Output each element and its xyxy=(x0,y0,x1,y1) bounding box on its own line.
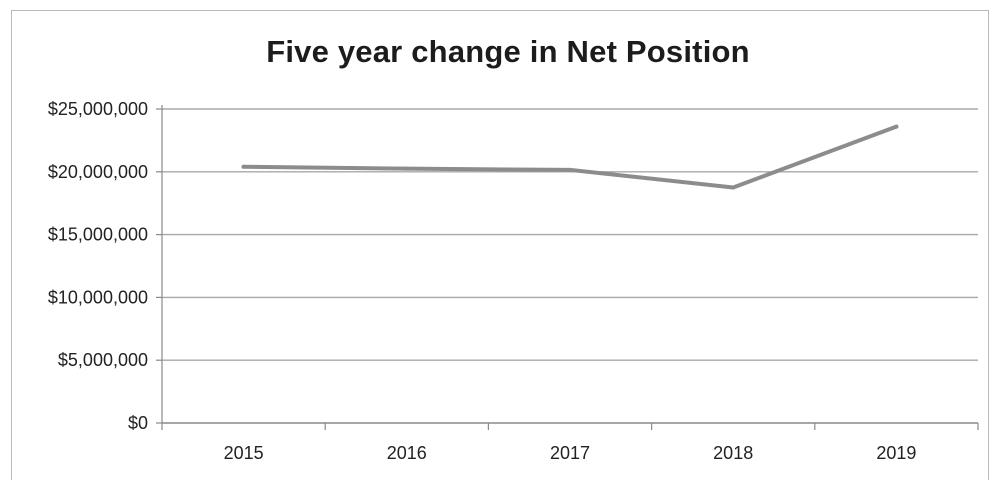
data-point xyxy=(241,164,246,169)
x-tick-label: 2018 xyxy=(713,443,753,463)
y-tick-label: $20,000,000 xyxy=(48,162,148,182)
x-tick-label: 2015 xyxy=(224,443,264,463)
x-tick-label: 2019 xyxy=(876,443,916,463)
series-layer xyxy=(241,124,899,190)
x-tick-label: 2017 xyxy=(550,443,590,463)
y-tick-labels: $0 $5,000,000 $10,000,000 $15,000,000 $20,00… xyxy=(48,99,148,433)
x-tick-label: 2016 xyxy=(387,443,427,463)
data-point xyxy=(568,167,572,172)
y-tick-label: $10,000,000 xyxy=(48,287,148,307)
y-tick-label: $0 xyxy=(128,413,148,433)
data-point xyxy=(894,124,899,129)
chart-frame xyxy=(11,10,989,480)
y-tick-label: $15,000,000 xyxy=(48,225,148,245)
series-line xyxy=(241,124,899,190)
chart-title: Five year change in Net Position xyxy=(266,34,750,69)
axes xyxy=(156,105,979,430)
data-point xyxy=(731,185,736,190)
gridlines xyxy=(162,108,978,361)
x-tick-labels: 2015 2016 2017 2018 2019 xyxy=(224,443,917,463)
y-tick-label: $5,000,000 xyxy=(58,350,148,370)
y-tick-label: $25,000,000 xyxy=(48,99,148,119)
data-point xyxy=(404,166,409,171)
